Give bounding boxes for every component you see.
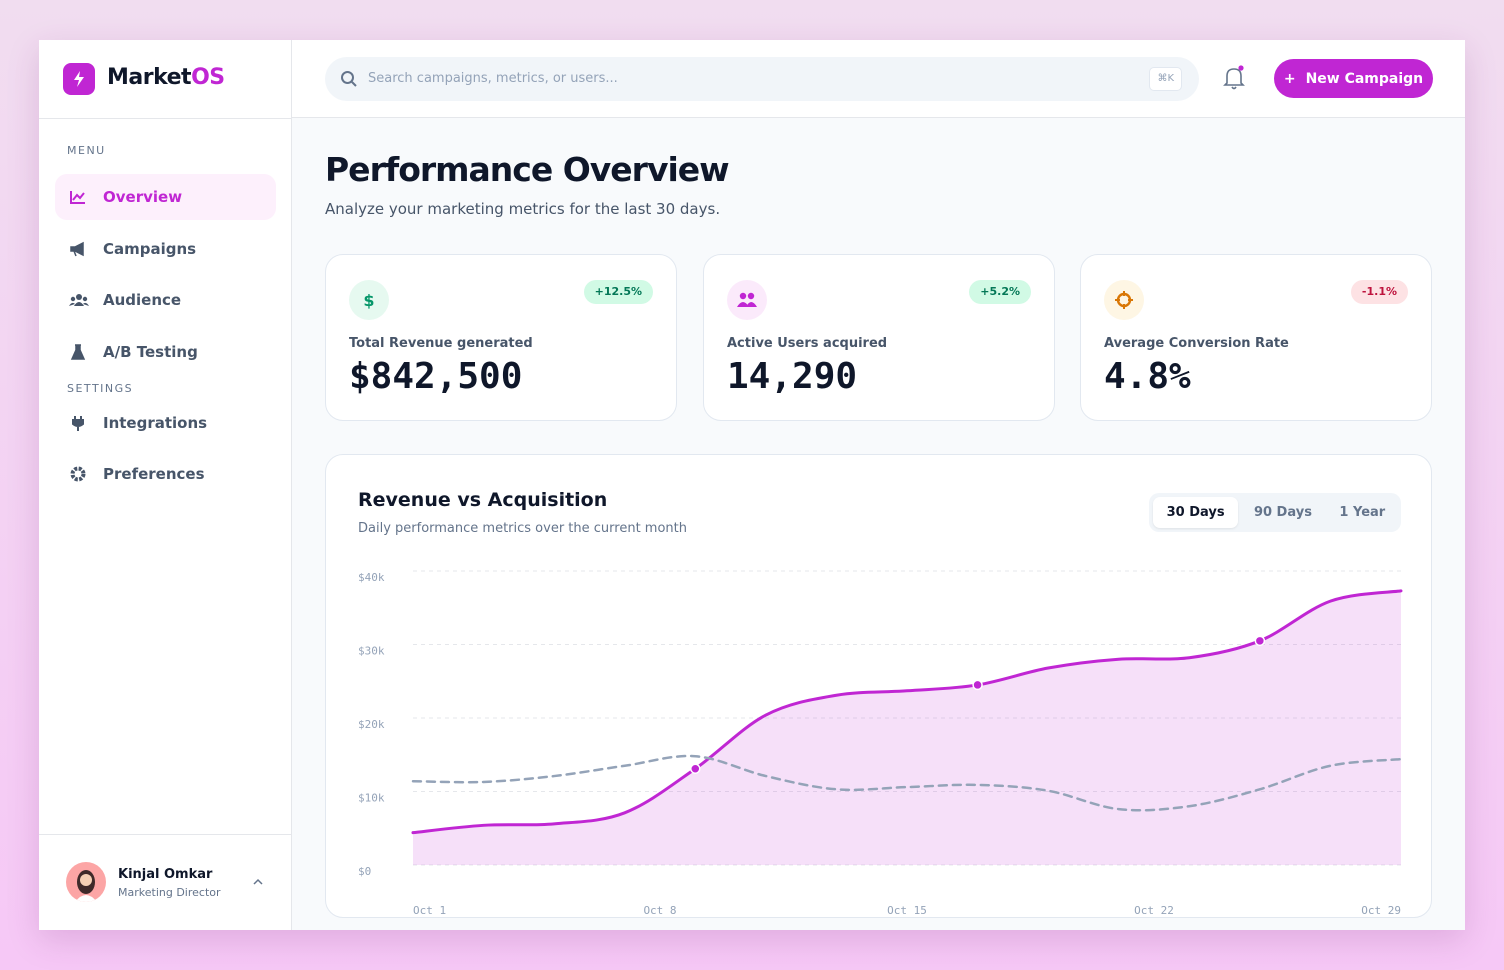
x-tick-label: Oct 15 (887, 904, 927, 917)
chart: $0 $10k $20k $30k $40k Oct 1 Oct 8 Oct 15 Oct 22… (358, 570, 1403, 917)
logo-bolt (74, 71, 84, 87)
brand-suffix: OS (191, 65, 225, 90)
chart-card: Revenue vs Acquisition Daily performance… (325, 454, 1432, 918)
brand-name: Market (107, 65, 192, 90)
point (690, 763, 701, 774)
y-tick-label: $40k (358, 571, 385, 584)
divider (39, 118, 292, 119)
avatar (66, 862, 106, 902)
nav-label: Campaigns (103, 240, 197, 258)
range-option[interactable]: 90 Days (1253, 505, 1312, 520)
nav-item[interactable]: Integrations (55, 400, 276, 446)
chart-title: Revenue vs Acquisition (358, 489, 608, 511)
stat-value: $842,500 (349, 356, 523, 397)
logo-icon (63, 63, 95, 95)
stat-card: +5.2% Active Users acquired 14,290 (703, 254, 1055, 421)
search-box[interactable]: Search campaigns, metrics, or users... ⌘… (325, 57, 1199, 101)
y-tick-label: $30k (358, 645, 385, 658)
stat-label: Average Conversion Rate (1104, 336, 1289, 351)
logo-text: MarketOS (107, 65, 225, 90)
stat-icon: $ (349, 280, 389, 320)
nav-item[interactable]: Audience (55, 277, 276, 323)
range-toggle: 30 Days 90 Days 1 Year (1149, 493, 1401, 532)
user-menu-toggle[interactable] (251, 877, 265, 887)
x-tick-label: Oct 29 (1361, 904, 1401, 917)
new-campaign-button[interactable]: + New Campaign (1274, 59, 1433, 98)
stat-value: 4.8% (1104, 356, 1191, 397)
range-option[interactable]: 1 Year (1339, 505, 1386, 520)
user-name: Kinjal Omkar (118, 867, 213, 882)
point (972, 679, 983, 691)
stat-label: Active Users acquired (727, 336, 888, 351)
nav-item[interactable]: Campaigns (55, 226, 276, 272)
stat-card: $ +12.5% Total Revenue generated $842,50… (325, 254, 677, 421)
point (1254, 635, 1266, 647)
divider (39, 834, 292, 835)
page-subtitle: Analyze your marketing metrics for the l… (325, 200, 721, 218)
chart-subtitle: Daily performance metrics over the curre… (358, 521, 687, 536)
page-title: Performance Overview (325, 150, 730, 189)
menu-title: MENU (67, 144, 106, 157)
nav-item[interactable]: A/B Testing (55, 329, 276, 375)
nav-label: Integrations (103, 414, 208, 432)
nav-label: Overview (103, 188, 183, 206)
nav-label: Preferences (103, 465, 205, 483)
x-tick-label: Oct 22 (1134, 904, 1174, 917)
stat-change: -1.1% (1350, 280, 1408, 304)
x-tick-label: Oct 8 (643, 904, 676, 917)
stat-change: +5.2% (969, 280, 1031, 304)
stat-value: 14,290 (727, 356, 858, 397)
stat-icon (1104, 280, 1144, 320)
user-role: Marketing Director (118, 886, 221, 899)
y-tick-label: $10k (358, 792, 385, 805)
button-label: New Campaign (1305, 70, 1424, 87)
shortcut-hint: ⌘K (1149, 67, 1182, 91)
y-tick-label: $20k (358, 718, 385, 731)
settings-title: SETTINGS (67, 382, 134, 395)
line (411, 589, 1403, 835)
app-window: MarketOS MENU Overview Campaigns Audienc… (39, 40, 1465, 930)
nav-label: Audience (103, 291, 182, 309)
stat-label: Total Revenue generated (349, 336, 533, 351)
nav-label: A/B Testing (103, 343, 198, 361)
range-option[interactable]: 30 Days (1153, 497, 1239, 528)
notifications[interactable] (1222, 65, 1246, 91)
stat-card: -1.1% Average Conversion Rate 4.8% (1080, 254, 1432, 421)
stat-change: +12.5% (583, 280, 653, 304)
x-tick-label: Oct 1 (413, 904, 446, 917)
nav-item[interactable]: Overview (55, 174, 276, 220)
sidebar: MarketOS MENU Overview Campaigns Audienc… (39, 40, 292, 930)
search-placeholder: Search campaigns, metrics, or users... (368, 71, 618, 86)
y-tick-label: $0 (358, 865, 371, 878)
top-bar: Search campaigns, metrics, or users... ⌘… (292, 40, 1465, 118)
stat-icon (727, 280, 767, 320)
line (411, 754, 1403, 812)
nav-item[interactable]: Preferences (55, 451, 276, 497)
